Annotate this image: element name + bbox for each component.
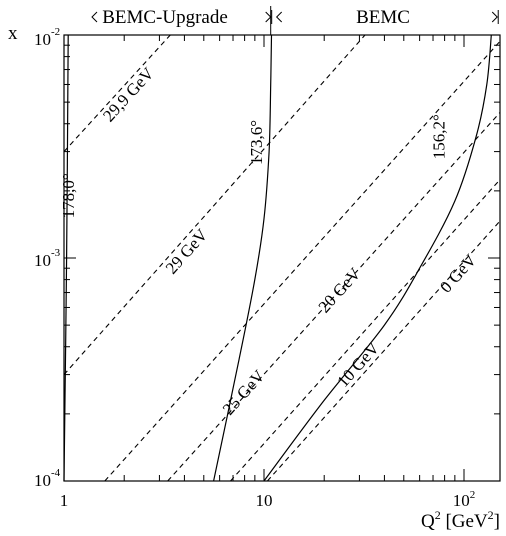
region-0-right-arrow (265, 11, 272, 23)
angle-line-2 (263, 34, 492, 482)
y-tick-label-0.01-exp: -2 (51, 26, 60, 38)
x-tick-label-10: 10 (256, 491, 273, 510)
energy-line-label-2: 25 GeV (219, 366, 269, 419)
y-axis-label: x (8, 23, 18, 44)
x-tick-label-1: 1 (60, 491, 69, 510)
angle-line-label-2: 156,2° (430, 114, 449, 159)
region-1-left-arrow (275, 11, 283, 23)
y-tick-label-0.001: 10-3 (34, 247, 61, 270)
energy-line-label-0: 29,9 GeV (99, 63, 158, 125)
angle-line-label-0: 178,0° (59, 173, 78, 218)
energy-line-5 (266, 220, 501, 482)
x-axis-label-unit-sup: 2 (488, 508, 494, 522)
y-tick-label-0.001-exp: -3 (51, 247, 61, 259)
y-tick-label-0.001-base: 10 (34, 251, 51, 270)
y-tick-label-0.0001-exp: -4 (51, 467, 61, 479)
energy-line-label-4: 10 GeV (333, 338, 383, 391)
angle-line-0 (63, 34, 69, 482)
angle-line-label-1: 173,6° (247, 120, 266, 165)
energy-line-3 (167, 112, 501, 482)
x-tick-label-100-base: 10 (453, 491, 470, 510)
y-tick-label-0.0001: 10-4 (34, 467, 61, 490)
angle-line-1 (213, 34, 273, 482)
x-axis-label-unit-open: [GeV (441, 511, 488, 532)
region-label-bemc: BEMC (356, 7, 410, 28)
energy-line-4 (230, 179, 501, 482)
y-tick-label-0.01-base: 10 (34, 30, 51, 49)
plot-frame (63, 34, 501, 482)
x-axis-label-q-sup: 2 (435, 508, 441, 522)
x-axis-label: Q2 [GeV2] (421, 508, 500, 532)
x-axis-label-unit-close: ] (494, 511, 500, 532)
energy-line-label-1: 29 GeV (162, 225, 212, 278)
x-tick-label-100: 102 (453, 489, 476, 510)
curves-layer (63, 34, 501, 482)
energy-line-1 (63, 34, 366, 375)
energy-line-label-3: 20 GeV (315, 264, 365, 317)
y-tick-label-0.01: 10-2 (34, 26, 60, 49)
region-markers-layer (91, 6, 499, 35)
x-tick-label-100-exp: 2 (470, 489, 476, 501)
region-label-bemc-upgrade: BEMC-Upgrade (102, 7, 228, 28)
x-axis-label-q: Q (421, 511, 435, 532)
energy-line-label-5: 0 GeV (436, 250, 481, 297)
y-tick-label-0.0001-base: 10 (34, 471, 51, 490)
region-0-left-arrow (91, 11, 98, 23)
region-1-right-arrow (491, 11, 498, 23)
